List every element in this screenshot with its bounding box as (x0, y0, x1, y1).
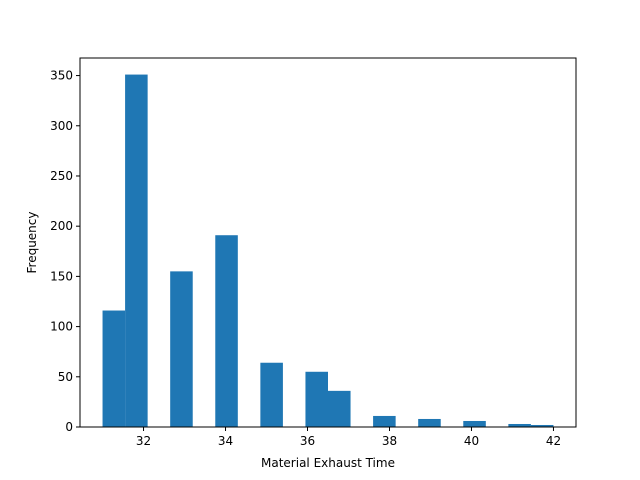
y-tick-label: 350 (50, 69, 73, 83)
histogram-bar-3 (215, 235, 238, 427)
histogram-bar-4 (260, 363, 283, 427)
histogram-bar-1 (125, 75, 148, 427)
histogram-bar-2 (170, 271, 193, 427)
x-tick-label: 36 (300, 434, 315, 448)
histogram-bar-7 (373, 416, 396, 427)
x-tick-label: 32 (136, 434, 151, 448)
y-tick-label: 50 (58, 370, 73, 384)
x-axis-label: Material Exhaust Time (261, 456, 395, 470)
y-tick-label: 150 (50, 269, 73, 283)
x-tick-label: 42 (546, 434, 561, 448)
bars-layer (103, 75, 554, 427)
y-tick-label: 300 (50, 119, 73, 133)
histogram-bar-0 (103, 311, 126, 427)
histogram-bar-5 (305, 372, 328, 427)
y-tick-label: 250 (50, 169, 73, 183)
y-tick-label: 0 (65, 420, 73, 434)
histogram-bar-6 (328, 391, 351, 427)
x-tick-label: 38 (382, 434, 397, 448)
y-axis-label: Frequency (25, 212, 39, 274)
x-tick-label: 34 (218, 434, 233, 448)
y-tick-label: 100 (50, 320, 73, 334)
plot-frame (80, 58, 576, 427)
histogram-bar-8 (418, 419, 441, 427)
x-tick-label: 40 (464, 434, 479, 448)
y-tick-label: 200 (50, 219, 73, 233)
histogram-bar-9 (463, 421, 486, 427)
